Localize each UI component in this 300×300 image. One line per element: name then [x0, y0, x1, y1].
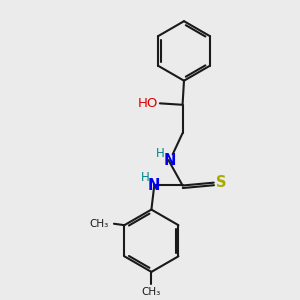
Text: N: N [164, 152, 176, 167]
Text: CH₃: CH₃ [90, 219, 109, 229]
Text: H: H [156, 147, 165, 160]
Text: HO: HO [138, 97, 158, 110]
Text: N: N [148, 178, 160, 193]
Text: CH₃: CH₃ [142, 287, 161, 298]
Text: S: S [216, 175, 226, 190]
Text: H: H [141, 171, 150, 184]
